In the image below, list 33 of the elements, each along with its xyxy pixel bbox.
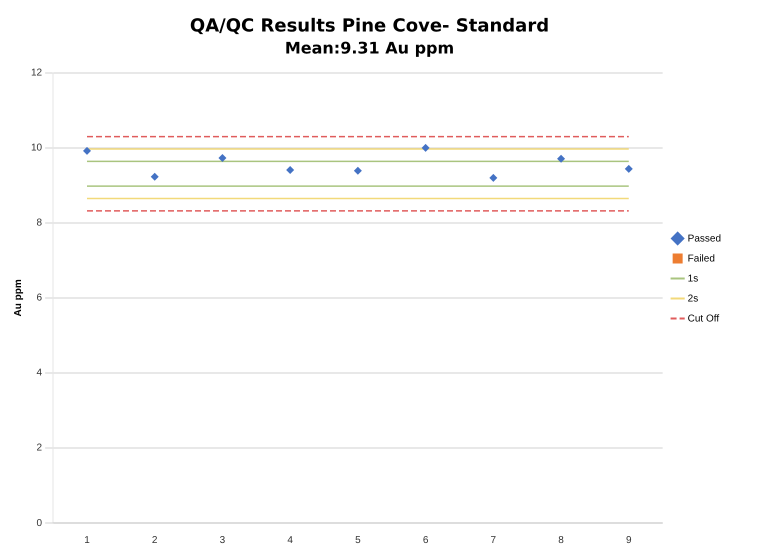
point — [354, 166, 362, 175]
legend-label: Passed — [688, 233, 722, 244]
chart-title: QA/QC Results Pine Cove- Standard — [190, 15, 550, 36]
x-tick-label: 4 — [287, 534, 294, 546]
point — [489, 174, 498, 182]
legend-label: Failed — [688, 253, 715, 264]
y-tick-label: 10 — [31, 142, 43, 154]
point — [218, 154, 226, 162]
x-tick-label: 9 — [626, 534, 632, 546]
x-tick-label: 3 — [220, 534, 226, 546]
point — [150, 172, 159, 181]
chart-subtitle: Mean:9.31 Au ppm — [284, 38, 454, 58]
x-tick-label: 5 — [355, 534, 362, 546]
x-tick-label: 6 — [422, 534, 429, 546]
x-tick-label: 2 — [152, 534, 158, 546]
y-tick-label: 4 — [36, 368, 43, 379]
y-axis-title: Au ppm — [12, 279, 24, 317]
x-tick-label: 7 — [490, 534, 497, 546]
x-tick-label: 8 — [558, 534, 564, 546]
legend-label: 1s — [688, 273, 698, 284]
y-tick-label: 8 — [36, 218, 43, 229]
y-tick-label: 2 — [36, 442, 43, 454]
x-tick-label: 1 — [84, 534, 90, 546]
point — [557, 154, 566, 163]
point — [624, 164, 633, 173]
legend-label: 2s — [688, 293, 698, 304]
legend-label: Cut Off — [688, 313, 720, 324]
y-tick-label: 0 — [36, 518, 43, 529]
y-tick-label: 12 — [31, 68, 43, 79]
point — [82, 146, 91, 155]
point — [286, 166, 294, 174]
point — [422, 144, 430, 152]
y-tick-label: 6 — [36, 292, 43, 304]
